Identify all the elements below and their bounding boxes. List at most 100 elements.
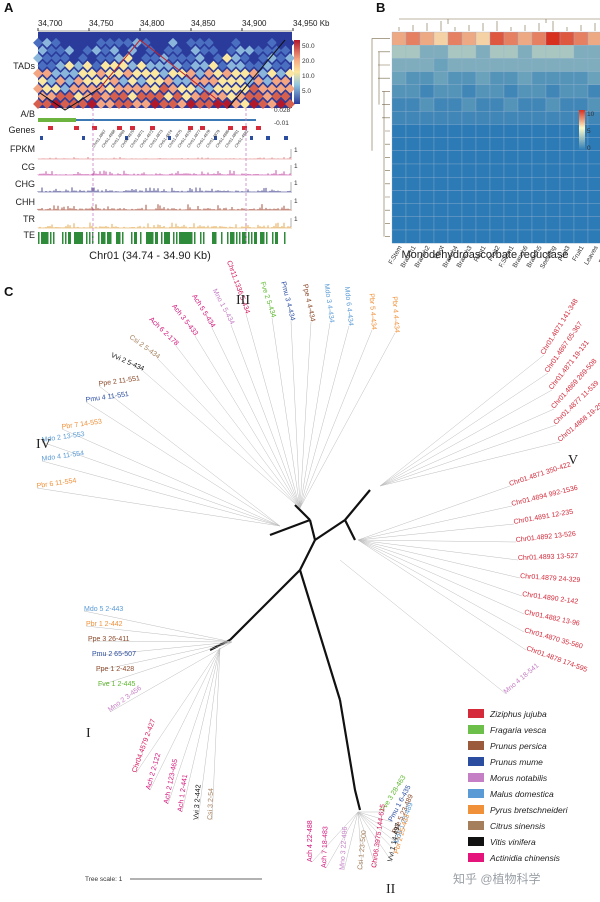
- tad-cell: [105, 99, 115, 109]
- tad-cell: [64, 76, 75, 86]
- heatmap-cell: [545, 111, 561, 125]
- tad-cell: [55, 45, 66, 56]
- tad-cell: [204, 99, 214, 109]
- te-block: [44, 232, 47, 244]
- te-block: [47, 232, 49, 244]
- tree-leaf-label: Chr01.4890 2-142: [522, 591, 579, 606]
- tad-cell: [222, 37, 232, 48]
- tad-cell: [190, 60, 201, 71]
- heatmap-cell: [531, 177, 547, 191]
- tad-cell: [64, 60, 75, 71]
- leaf-branch: [194, 335, 301, 509]
- tad-cell: [208, 45, 219, 56]
- gene-mark: [214, 136, 217, 140]
- te-block: [161, 232, 163, 244]
- tad-cell: [69, 37, 79, 48]
- heatmap-cell: [419, 71, 435, 85]
- te-block: [239, 232, 241, 244]
- heatmap-cell: [517, 58, 533, 72]
- heatmap-cell: [433, 190, 449, 204]
- tad-cell: [172, 76, 183, 86]
- heatmap-cell: [419, 124, 435, 138]
- tad-cell: [96, 68, 106, 79]
- te-block: [119, 232, 121, 244]
- te-block: [122, 232, 124, 244]
- heatmap-cell: [587, 229, 600, 244]
- legend-label: Malus domestica: [490, 789, 554, 799]
- tad-cell: [285, 83, 295, 94]
- tad-cell: [181, 91, 192, 102]
- heatmap-cell: [503, 203, 519, 217]
- tad-cell: [271, 91, 282, 102]
- te-block: [38, 232, 40, 244]
- tad-cell: [132, 83, 142, 94]
- tad-cell: [177, 99, 187, 109]
- leaf-branch: [41, 441, 281, 527]
- tad-cell: [276, 53, 286, 64]
- clade-label: IV: [36, 437, 51, 452]
- te-block: [173, 232, 175, 244]
- leaf-branch: [379, 354, 545, 487]
- tad-cell: [78, 53, 88, 64]
- tad-cell: [37, 45, 48, 56]
- tad-cell: [217, 76, 228, 86]
- colorbar-tick: 10: [587, 111, 595, 118]
- heatmap-cell: [559, 177, 575, 191]
- leaf-branch: [357, 811, 377, 869]
- tad-cell: [150, 68, 160, 79]
- te-block: [101, 232, 104, 244]
- tad-cell: [195, 99, 205, 109]
- tad-cell: [280, 45, 291, 56]
- heatmap-cell: [475, 216, 491, 231]
- track-labels: TADs A/B Genes FPKM CG CHG CHH TR TE: [8, 61, 35, 240]
- tad-cell: [132, 53, 142, 64]
- panel-a-xlabel: Chr01 (34.74 - 34.90 Kb): [89, 250, 211, 262]
- tad-cell: [141, 68, 151, 79]
- tad-cell: [222, 68, 232, 79]
- tad-cell: [123, 83, 133, 94]
- heatmap-cell: [433, 31, 449, 46]
- tad-cell: [127, 60, 138, 71]
- heatmap-cell: [419, 203, 435, 217]
- heatmap-cell: [391, 137, 407, 151]
- heatmap-cell: [489, 58, 505, 72]
- tad-cell: [195, 37, 205, 48]
- heatmap-cell: [587, 45, 600, 59]
- te-block: [104, 232, 106, 244]
- heatmap-cell: [433, 177, 449, 191]
- heatmap-cell: [531, 124, 547, 138]
- heatmap-cell: [405, 124, 421, 138]
- ab-compartment-a: [38, 118, 76, 122]
- tad-cell: [51, 68, 61, 79]
- heatmap-cell: [447, 203, 463, 217]
- heatmap-cell: [405, 150, 421, 165]
- leaf-branch: [379, 408, 555, 487]
- te-block: [107, 232, 110, 244]
- tree-leaf-label: Ach 6 2-178: [147, 316, 179, 347]
- tree-leaf-branches: [36, 313, 561, 871]
- tad-cell: [69, 83, 79, 94]
- heatmap-cell: [503, 58, 519, 72]
- tad-cell: [204, 53, 214, 64]
- gene-mark: [188, 126, 193, 130]
- track-label: CHG: [15, 179, 35, 189]
- tad-cell: [42, 68, 52, 79]
- tad-cell: [118, 60, 129, 71]
- legend-swatch: [468, 805, 484, 814]
- tad-cell: [240, 53, 250, 64]
- leaf-branch: [357, 811, 399, 855]
- tad-cell: [172, 91, 183, 102]
- tad-cell: [249, 99, 259, 109]
- leaf-branch: [379, 389, 553, 487]
- heatmap-cell: [461, 111, 477, 125]
- column-dendrogram: [398, 18, 600, 31]
- heatmap-cell: [405, 97, 421, 112]
- tree-leaf-label: Mdo 3 4-434: [323, 283, 335, 323]
- heatmap-cell: [447, 216, 463, 231]
- leaf-branch: [357, 811, 399, 845]
- tad-cell: [69, 68, 79, 79]
- heatmap-cell: [587, 71, 600, 85]
- tad-cell: [87, 53, 97, 64]
- heatmap-cell: [433, 216, 449, 231]
- heatmap-cell: [503, 84, 519, 99]
